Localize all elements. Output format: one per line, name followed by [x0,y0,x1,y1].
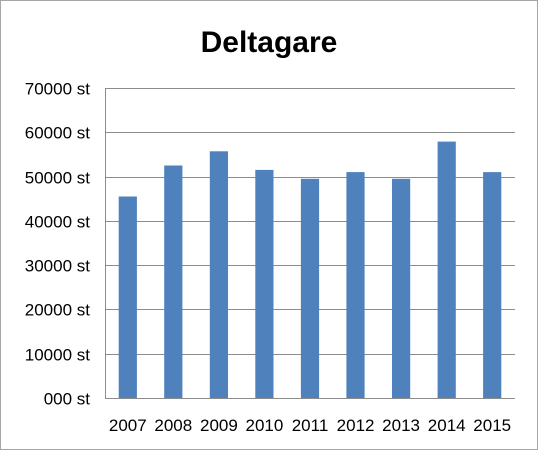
x-tick-label-2012: 2012 [337,416,375,435]
bars [118,141,502,398]
bar-2007 [118,196,137,398]
x-tick-label-2011: 2011 [292,416,329,435]
bar-2011 [300,178,320,398]
y-tick-label-5: 50000 st [25,169,90,188]
x-tick-labels: 2007 2008 2009 2010 2011 2012 2013 2014 2015 [109,416,511,435]
y-tick-label-4: 40000 st [25,213,90,232]
axes [105,88,515,399]
x-tick-label-2008: 2008 [154,416,192,435]
bar-2012 [346,172,365,398]
bar-2010 [255,169,274,398]
x-tick-label-2009: 2009 [200,416,238,435]
x-tick-label-2013: 2013 [382,416,420,435]
chart-title: Deltagare [201,26,338,59]
y-tick-label-7: 70000 st [25,80,90,99]
y-tick-label-0: 000 st [44,390,91,409]
bar-2015 [483,172,502,398]
x-tick-label-2015: 2015 [473,416,511,435]
x-tick-label-2014: 2014 [428,416,466,435]
y-tick-label-1: 10000 st [25,346,90,365]
y-tick-label-2: 20000 st [25,301,90,320]
bar-2009 [209,151,228,398]
x-tick-label-2007: 2007 [109,416,147,435]
bar-2008 [164,165,183,398]
bar-2014 [437,141,456,398]
y-tick-label-3: 30000 st [25,257,90,276]
bar-2013 [392,178,411,398]
y-tick-label-6: 60000 st [25,124,90,143]
x-tick-label-2010: 2010 [245,416,283,435]
y-tick-labels: 000 st 10000 st 20000 st 30000 st 40000 st 50… [25,80,91,409]
